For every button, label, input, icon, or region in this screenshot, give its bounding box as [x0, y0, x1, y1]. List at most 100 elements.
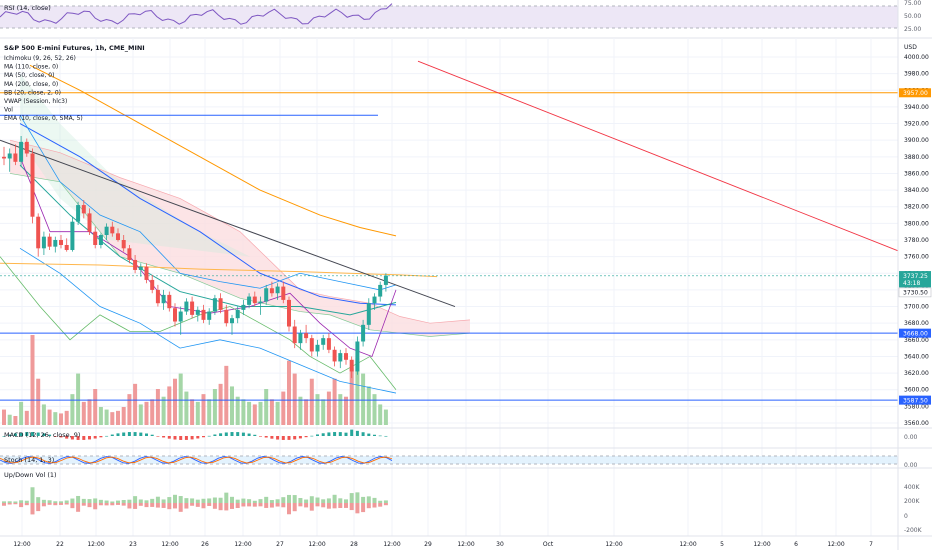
- volume-bar: [275, 401, 280, 425]
- down-vol-bar: [349, 503, 354, 511]
- macd-bar: [355, 430, 359, 436]
- macd-bar: [139, 432, 143, 436]
- down-vol-bar: [344, 503, 348, 508]
- down-vol-bar: [298, 503, 303, 507]
- up-vol-bar: [53, 501, 58, 503]
- price-axis-label: 3900.00: [904, 137, 929, 144]
- candle-body: [70, 221, 75, 250]
- macd-bar: [207, 435, 211, 437]
- candle-body: [361, 324, 366, 342]
- candle-body: [127, 248, 132, 260]
- macd-bar: [373, 434, 376, 436]
- candle-body: [64, 244, 69, 250]
- volume-bar: [247, 401, 252, 425]
- up-vol-bar: [59, 501, 63, 503]
- macd-bar: [361, 432, 365, 436]
- time-axis-label: 29: [424, 541, 432, 548]
- macd-bar: [316, 434, 319, 436]
- up-vol-bar: [212, 497, 217, 503]
- candle-body: [155, 289, 160, 304]
- down-vol-bar: [127, 503, 132, 509]
- down-vol-bar: [13, 503, 18, 505]
- macd-bar: [13, 433, 17, 436]
- macd-bar: [53, 436, 57, 437]
- volume-bar: [127, 394, 132, 425]
- up-vol-bar: [19, 500, 24, 503]
- volume-bar: [184, 391, 189, 425]
- time-axis-label: 12:00: [605, 541, 622, 548]
- candle-body: [252, 296, 257, 304]
- down-vol-bar: [104, 503, 109, 506]
- volume-bar: [366, 386, 371, 425]
- up-vol-bar: [372, 497, 377, 503]
- volume-bar: [315, 394, 320, 425]
- time-axis-label: 5: [720, 541, 724, 548]
- macd-bar: [82, 436, 86, 440]
- indicator-legend-item: EMA (10, close, 0, SMA, 5): [4, 115, 83, 122]
- candle-body: [190, 301, 195, 315]
- time-axis-label: 12:00: [87, 541, 104, 548]
- up-vol-bar: [378, 500, 383, 503]
- price-tag-label: 3668.00: [903, 330, 928, 337]
- volume-bar: [190, 399, 195, 425]
- macd-bar: [276, 436, 280, 440]
- up-vol-bar: [298, 497, 303, 503]
- candle-body: [7, 153, 12, 159]
- candle-body: [315, 344, 320, 352]
- down-vol-bar: [190, 503, 195, 506]
- up-vol-bar: [252, 500, 257, 503]
- volume-bar: [53, 412, 58, 425]
- candle-body: [378, 284, 383, 297]
- macd-bar: [344, 432, 348, 436]
- time-axis-label: 22: [56, 541, 64, 548]
- indicator-legend-item: MA (50, close, 0): [4, 72, 54, 79]
- macd-bar: [145, 433, 148, 436]
- stoch-axis-label: 0.00: [904, 462, 918, 469]
- up-vol-bar: [150, 498, 155, 503]
- currency-label: USD: [904, 44, 917, 51]
- down-vol-bar: [47, 503, 52, 505]
- up-vol-bar: [264, 496, 269, 503]
- price-panel: S&P 500 E-mini Futures, 1h, CME_MINI Ich…: [0, 38, 932, 536]
- macd-bar: [281, 436, 285, 440]
- indicator-legend-item: Vol: [4, 107, 13, 114]
- volume-bar: [116, 410, 120, 425]
- macd-bar: [270, 436, 274, 439]
- up-vol-bar: [258, 499, 263, 503]
- up-vol-bar: [173, 494, 177, 503]
- candle-body: [161, 294, 166, 304]
- price-tag-box: [899, 271, 931, 281]
- volume-bar: [93, 389, 98, 425]
- candle-body: [173, 308, 177, 322]
- candle-body: [201, 309, 206, 320]
- volume-bar: [13, 416, 18, 425]
- up-vol-bar: [269, 500, 274, 503]
- price-axis-label: 3560.00: [904, 420, 929, 427]
- up-vol-bar: [121, 500, 126, 503]
- volume-bar: [138, 404, 143, 425]
- price-legend: S&P 500 E-mini Futures, 1h, CME_MINI Ich…: [4, 44, 145, 122]
- macd-bar: [367, 433, 371, 436]
- macd-bar: [36, 432, 40, 436]
- up-vol-bar: [127, 499, 132, 503]
- down-vol-bar: [332, 503, 337, 509]
- down-vol-bar: [7, 503, 12, 505]
- candle-body: [224, 309, 229, 324]
- candle-body: [167, 294, 172, 309]
- down-vol-bar: [292, 503, 297, 512]
- macd-bar: [219, 433, 223, 436]
- up-vol-bar: [30, 487, 35, 503]
- volume-bar: [264, 389, 269, 425]
- candle-body: [258, 301, 263, 304]
- candle-body: [144, 266, 149, 280]
- down-vol-bar: [304, 503, 309, 508]
- time-axis-label: 12:00: [679, 541, 696, 548]
- candle-body: [292, 326, 297, 344]
- down-vol-bar: [195, 503, 200, 507]
- price-axis-label: 3640.00: [904, 353, 929, 360]
- time-axis[interactable]: 12:00 22 12:00 23 12:00 26 12:00 27 12:00 28 12:00…: [13, 541, 873, 548]
- down-vol-bar: [87, 503, 92, 508]
- down-vol-bar: [212, 503, 217, 509]
- up-vol-bar: [104, 500, 109, 503]
